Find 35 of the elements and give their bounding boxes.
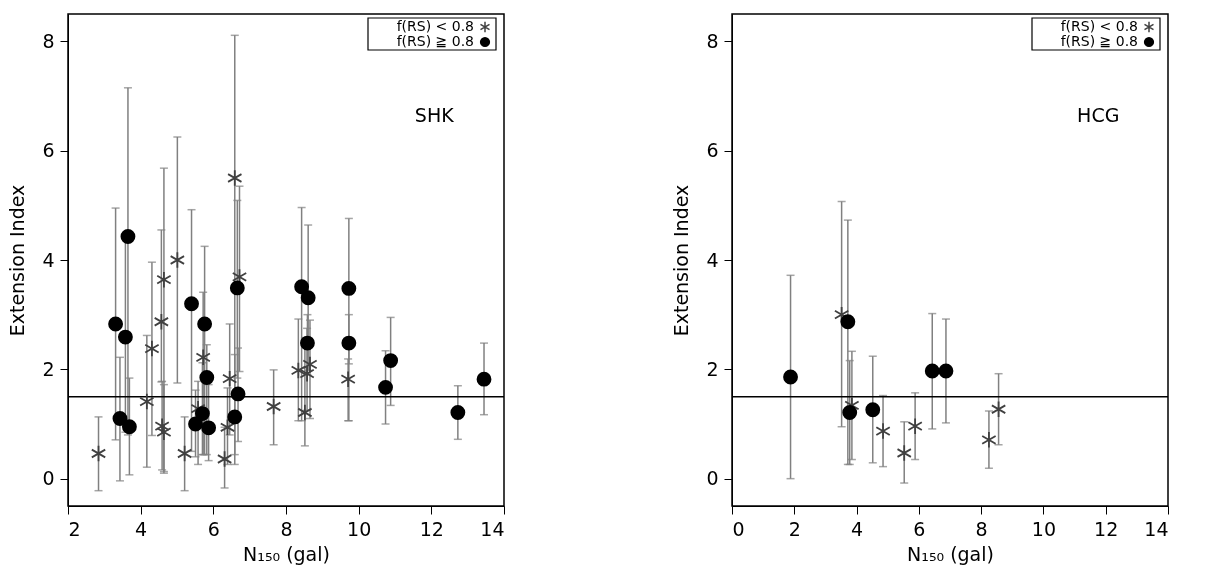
x-tick-label: 4: [135, 517, 148, 540]
legend-label: f(RS) ≧ 0.8: [1060, 33, 1138, 49]
x-tick-label: 10: [1031, 517, 1057, 540]
x-tick-label: 0: [732, 517, 745, 540]
x-tick-label: 2: [68, 517, 81, 540]
x-tick-label: 12: [419, 517, 444, 540]
x-axis-title: N₁₅₀ (gal): [243, 542, 330, 565]
legend-label: f(RS) < 0.8: [396, 18, 474, 34]
x-tick-label: 10: [347, 517, 372, 540]
y-tick-label: 8: [706, 29, 719, 52]
x-tick-label: 4: [851, 517, 864, 540]
y-tick-label: 2: [706, 357, 719, 380]
y-tick-label: 4: [706, 248, 719, 271]
x-tick-label: 6: [207, 517, 220, 540]
x-tick-label: 8: [975, 517, 988, 540]
y-tick-label: 8: [42, 29, 55, 52]
text: SHK: [414, 104, 455, 126]
x-tick-label: 14: [480, 517, 505, 540]
y-axis-title: Extension Index: [670, 184, 693, 337]
y-tick-label: 6: [706, 139, 719, 162]
y-tick-label: 6: [42, 139, 55, 162]
text: HCG: [1077, 104, 1120, 126]
y-tick-label: 0: [42, 467, 55, 490]
y-tick-label: 4: [42, 248, 55, 271]
x-tick-label: 8: [280, 517, 293, 540]
y-tick-label: 0: [706, 467, 719, 490]
x-axis-title: N₁₅₀ (gal): [907, 542, 994, 565]
x-tick-label: 2: [788, 517, 801, 540]
legend-label: f(RS) < 0.8: [1060, 18, 1138, 34]
x-tick-label: 14: [1144, 517, 1169, 540]
x-tick-label: 6: [913, 517, 926, 540]
x-tick-label: 12: [1094, 517, 1119, 540]
legend-label: f(RS) ≧ 0.8: [396, 33, 474, 49]
y-axis-title: Extension Index: [6, 184, 29, 337]
y-tick-label: 2: [42, 357, 55, 380]
